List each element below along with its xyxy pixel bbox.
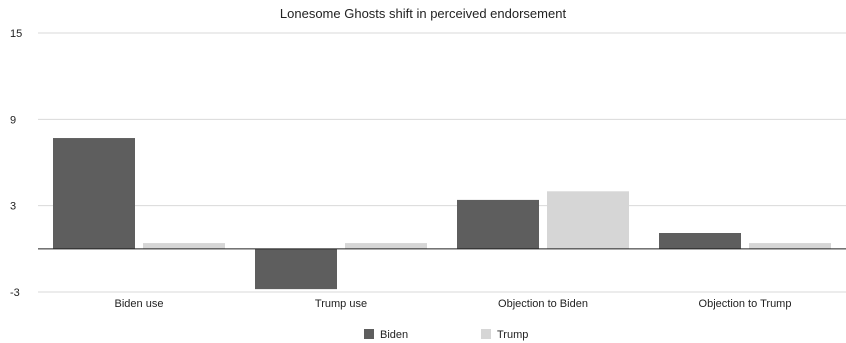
legend-label-trump: Trump bbox=[497, 329, 528, 341]
legend: Biden Trump bbox=[364, 329, 528, 341]
y-tick-label: 15 bbox=[10, 28, 22, 40]
bar-biden bbox=[659, 233, 741, 249]
y-tick-label: 3 bbox=[10, 201, 16, 213]
x-tick-label: Biden use bbox=[115, 298, 164, 310]
x-tick-label: Objection to Trump bbox=[699, 298, 792, 310]
legend-label-biden: Biden bbox=[380, 329, 408, 341]
bar-biden bbox=[53, 138, 135, 249]
y-tick-label: 9 bbox=[10, 114, 16, 126]
bars bbox=[53, 138, 831, 290]
y-tick-label: -3 bbox=[10, 287, 20, 299]
gridlines bbox=[38, 32, 846, 293]
x-tick-label: Objection to Biden bbox=[498, 298, 588, 310]
x-axis-ticks: Biden use Trump use Objection to Biden Obje… bbox=[115, 298, 792, 310]
chart-title: Lonesome Ghosts shift in perceived endor… bbox=[280, 6, 567, 21]
legend-swatch-biden bbox=[364, 329, 374, 339]
bar-trump bbox=[345, 243, 427, 249]
bar-trump bbox=[749, 243, 831, 249]
bar-trump bbox=[143, 243, 225, 249]
bar-biden bbox=[457, 199, 539, 249]
bar-biden bbox=[255, 248, 337, 290]
bar-trump bbox=[547, 191, 629, 249]
x-tick-label: Trump use bbox=[315, 298, 367, 310]
y-axis-ticks: 15 9 3 -3 bbox=[10, 28, 22, 299]
legend-swatch-trump bbox=[481, 329, 491, 339]
